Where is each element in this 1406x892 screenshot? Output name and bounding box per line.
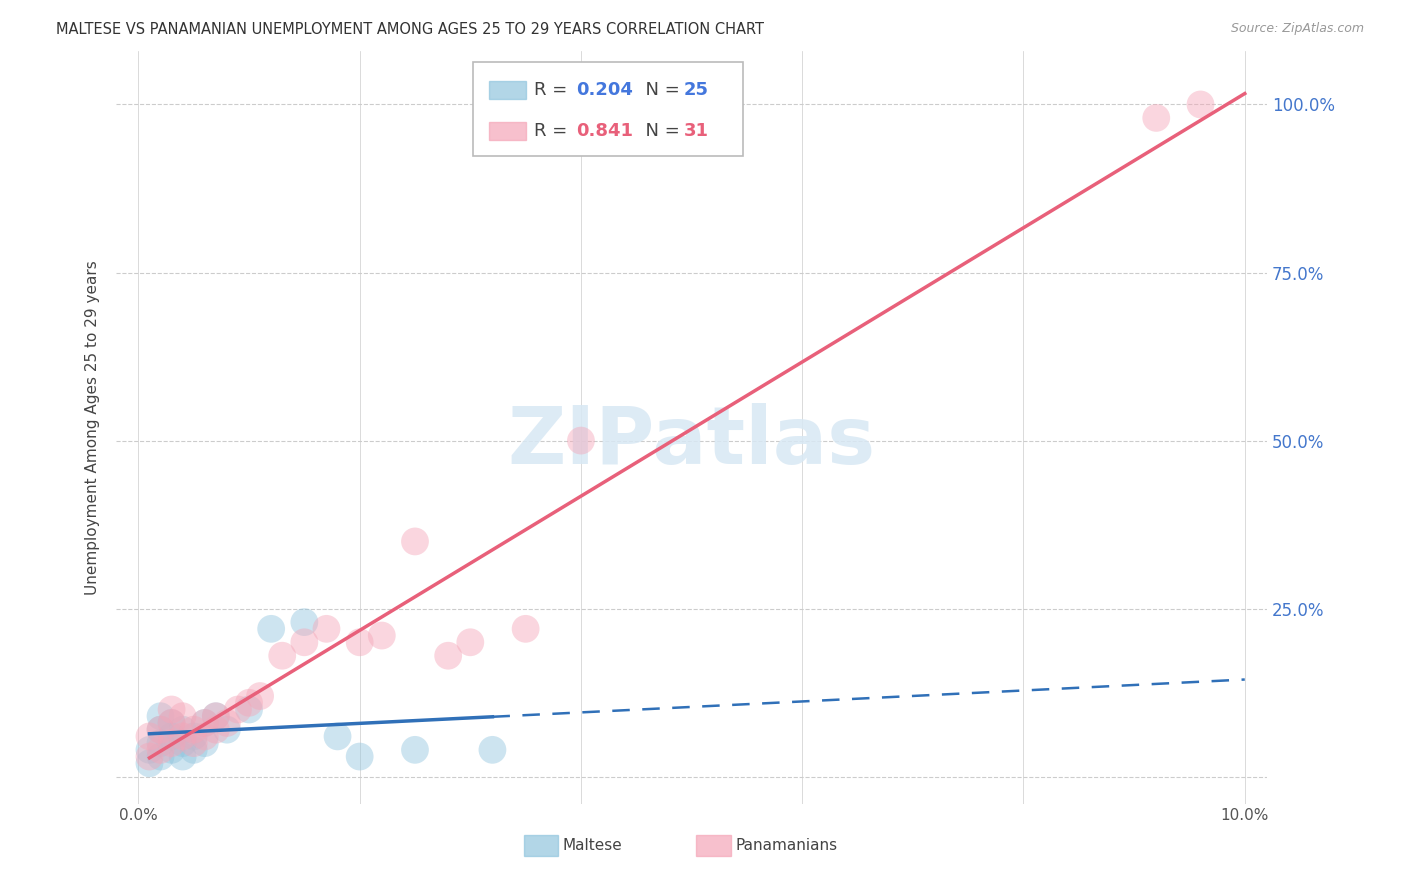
Text: Panamanians: Panamanians xyxy=(735,838,838,853)
Point xyxy=(1144,111,1167,125)
Point xyxy=(194,715,217,730)
Point xyxy=(205,723,228,737)
Point xyxy=(205,709,228,723)
Text: ZIPatlas: ZIPatlas xyxy=(508,403,876,481)
Point xyxy=(371,629,394,643)
Point xyxy=(138,756,160,771)
Point xyxy=(481,743,503,757)
Point xyxy=(160,743,183,757)
Point xyxy=(160,736,183,750)
Point xyxy=(138,749,160,764)
Point xyxy=(205,709,228,723)
Point xyxy=(160,715,183,730)
FancyBboxPatch shape xyxy=(489,121,526,140)
Point xyxy=(149,723,172,737)
FancyBboxPatch shape xyxy=(489,81,526,99)
Point xyxy=(437,648,460,663)
Text: 25: 25 xyxy=(683,81,709,99)
Point xyxy=(460,635,482,649)
Y-axis label: Unemployment Among Ages 25 to 29 years: Unemployment Among Ages 25 to 29 years xyxy=(86,260,100,595)
Point xyxy=(172,736,194,750)
Point xyxy=(326,730,349,744)
Text: Maltese: Maltese xyxy=(562,838,623,853)
Text: 31: 31 xyxy=(683,121,709,140)
Point xyxy=(260,622,283,636)
Point xyxy=(149,749,172,764)
Text: MALTESE VS PANAMANIAN UNEMPLOYMENT AMONG AGES 25 TO 29 YEARS CORRELATION CHART: MALTESE VS PANAMANIAN UNEMPLOYMENT AMONG… xyxy=(56,22,765,37)
Text: R =: R = xyxy=(534,121,574,140)
Text: R =: R = xyxy=(534,81,574,99)
Point xyxy=(194,736,217,750)
Point xyxy=(349,749,371,764)
Point xyxy=(160,715,183,730)
Point xyxy=(149,736,172,750)
Point xyxy=(1189,97,1212,112)
Point xyxy=(183,730,205,744)
Point xyxy=(238,696,260,710)
Point xyxy=(149,723,172,737)
Point xyxy=(160,730,183,744)
Point xyxy=(194,715,217,730)
Point xyxy=(292,615,315,629)
Point xyxy=(238,702,260,716)
Point xyxy=(172,709,194,723)
Point xyxy=(569,434,592,448)
Point xyxy=(149,709,172,723)
Point xyxy=(404,534,426,549)
Point xyxy=(315,622,337,636)
Point xyxy=(172,749,194,764)
Text: N =: N = xyxy=(634,121,686,140)
Text: 0.841: 0.841 xyxy=(576,121,634,140)
FancyBboxPatch shape xyxy=(472,62,744,156)
Point xyxy=(172,723,194,737)
Point xyxy=(515,622,537,636)
Point xyxy=(138,743,160,757)
Point xyxy=(138,730,160,744)
Point xyxy=(183,736,205,750)
Point xyxy=(149,743,172,757)
Point xyxy=(183,743,205,757)
Text: N =: N = xyxy=(634,81,686,99)
Point xyxy=(172,730,194,744)
Point xyxy=(215,723,238,737)
Point xyxy=(183,723,205,737)
Point xyxy=(194,730,217,744)
Text: Source: ZipAtlas.com: Source: ZipAtlas.com xyxy=(1230,22,1364,36)
Text: 0.204: 0.204 xyxy=(576,81,633,99)
FancyBboxPatch shape xyxy=(696,835,731,855)
Point xyxy=(215,715,238,730)
Point xyxy=(271,648,294,663)
Point xyxy=(160,702,183,716)
Point xyxy=(404,743,426,757)
Point xyxy=(249,689,271,703)
Point xyxy=(226,702,249,716)
Point xyxy=(349,635,371,649)
FancyBboxPatch shape xyxy=(523,835,558,855)
Point xyxy=(292,635,315,649)
